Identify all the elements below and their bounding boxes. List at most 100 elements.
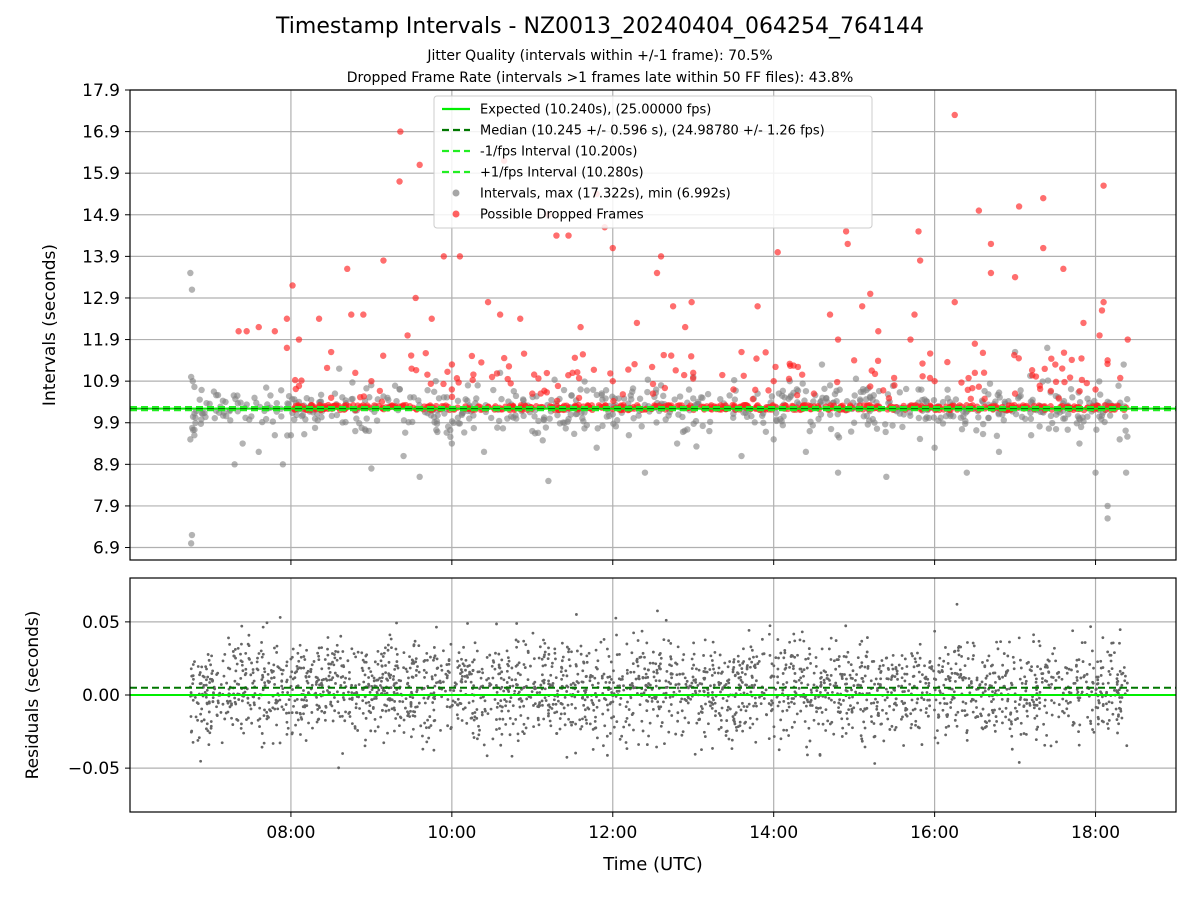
residual-point <box>533 702 537 705</box>
residual-point <box>923 664 926 668</box>
interval-point <box>187 269 194 277</box>
residual-point <box>551 684 554 688</box>
residual-point <box>772 735 776 738</box>
residual-point <box>516 739 520 743</box>
residual-point <box>216 671 220 675</box>
residual-point <box>275 701 278 704</box>
residual-point <box>698 718 701 721</box>
residual-point <box>244 672 248 675</box>
residual-point <box>819 680 823 684</box>
dropped-frame-point <box>890 374 898 382</box>
interval-point <box>366 394 373 401</box>
residual-point <box>310 711 314 714</box>
dropped-frame-point <box>867 383 874 390</box>
residual-point <box>517 661 521 665</box>
residual-point <box>957 653 961 657</box>
residual-point <box>393 729 396 733</box>
residual-point <box>380 676 384 680</box>
residual-point <box>890 724 894 728</box>
residual-point <box>1060 677 1064 681</box>
interval-point <box>851 392 858 399</box>
residual-point <box>799 667 803 671</box>
residual-point <box>328 670 332 674</box>
interval-point <box>1106 412 1114 419</box>
residual-point <box>892 688 896 691</box>
residual-point <box>806 753 809 757</box>
residual-point <box>1113 651 1116 655</box>
residual-point <box>975 676 979 680</box>
residual-point <box>632 728 635 732</box>
residual-point <box>462 645 465 649</box>
residual-point <box>959 645 963 649</box>
residual-point <box>258 725 261 728</box>
residual-point <box>260 745 264 749</box>
residual-point <box>703 735 707 738</box>
residual-point <box>348 710 352 714</box>
interval-point <box>802 387 810 395</box>
dropped-frame-point <box>315 315 323 322</box>
residual-point <box>842 699 845 702</box>
residual-point <box>1090 649 1094 653</box>
interval-point <box>498 395 505 403</box>
residual-point <box>834 667 838 671</box>
residual-point <box>331 676 335 680</box>
residual-point <box>704 702 707 706</box>
residual-point <box>361 669 365 673</box>
dropped-frame-point <box>535 375 542 382</box>
residual-point <box>669 703 673 706</box>
dropped-frame-point <box>323 364 331 372</box>
residual-point <box>928 704 932 708</box>
residual-point <box>581 669 585 673</box>
residual-point <box>452 689 456 692</box>
interval-point <box>869 415 876 423</box>
residual-point <box>499 676 503 680</box>
residual-point <box>844 624 848 628</box>
residual-point <box>1079 676 1083 680</box>
interval-point <box>363 415 370 422</box>
interval-point <box>802 448 810 456</box>
residual-point <box>887 677 890 681</box>
residual-point <box>739 708 743 712</box>
interval-point <box>441 410 448 417</box>
residual-point <box>291 647 295 651</box>
residual-point <box>597 699 601 702</box>
residual-point <box>298 643 302 647</box>
residual-point <box>271 706 275 710</box>
residual-point <box>505 700 508 703</box>
residual-point <box>277 666 281 670</box>
residual-point <box>343 681 346 684</box>
residual-point <box>905 672 909 676</box>
residual-point <box>686 701 690 705</box>
dropped-frame-point <box>484 298 492 306</box>
residual-point <box>829 636 833 640</box>
interval-point <box>944 395 951 402</box>
residual-point <box>910 698 914 702</box>
residual-point <box>998 707 1002 711</box>
residual-point <box>631 662 635 665</box>
interval-point <box>311 424 319 432</box>
residual-point <box>674 661 677 665</box>
residual-point <box>805 698 809 702</box>
residual-point <box>820 647 824 651</box>
residual-point <box>516 640 520 644</box>
residual-point <box>711 663 715 667</box>
residual-point <box>667 639 671 643</box>
dropped-frame-point <box>609 377 616 385</box>
residual-point <box>752 664 756 668</box>
residual-point <box>206 675 210 679</box>
residual-point <box>914 723 917 727</box>
residual-point <box>240 663 244 667</box>
residual-point <box>257 652 261 655</box>
residual-point <box>693 689 697 693</box>
residual-point <box>831 690 834 694</box>
residual-point <box>994 689 998 693</box>
residual-point <box>526 678 530 682</box>
residual-point <box>426 697 430 700</box>
residual-point <box>683 676 687 680</box>
residual-point <box>216 699 220 703</box>
residual-point <box>1023 675 1027 679</box>
residual-point <box>285 678 289 682</box>
residual-point <box>636 639 640 642</box>
dropped-frame-point <box>753 355 760 362</box>
residual-point <box>787 734 791 737</box>
